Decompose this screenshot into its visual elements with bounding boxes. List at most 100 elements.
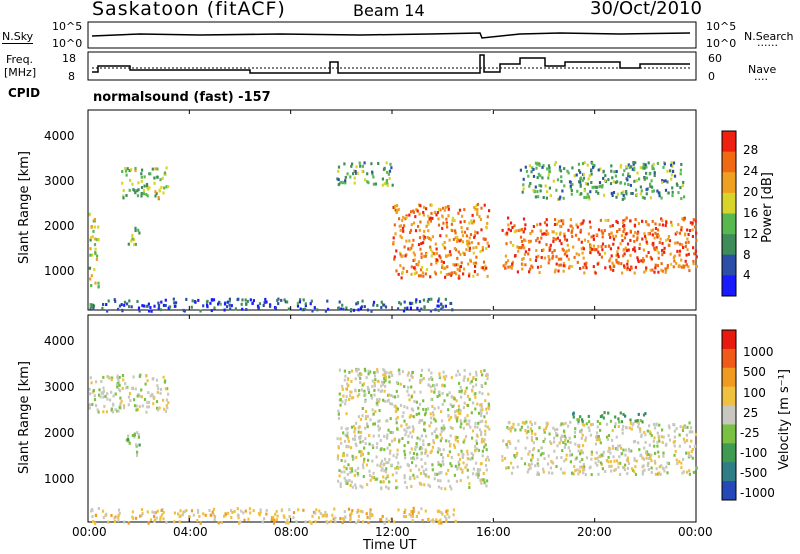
data-cell	[592, 244, 595, 248]
data-cell	[383, 166, 386, 170]
data-cell	[392, 240, 395, 244]
data-cell	[379, 448, 382, 452]
data-cell	[590, 181, 593, 184]
data-cell	[555, 188, 558, 192]
data-cell	[102, 375, 105, 379]
data-cell	[355, 302, 358, 306]
data-cell	[487, 402, 490, 406]
data-cell	[591, 247, 594, 251]
data-cell	[420, 255, 423, 259]
data-cell	[356, 394, 359, 398]
data-cell	[372, 471, 375, 475]
data-cell	[456, 436, 459, 439]
data-cell	[430, 262, 433, 266]
data-cell	[173, 511, 176, 515]
data-cell	[140, 186, 144, 189]
data-cell	[141, 304, 144, 308]
data-cell	[427, 475, 430, 479]
data-cell	[516, 245, 519, 249]
data-cell	[345, 467, 348, 471]
vel-cbar-tick-m100: -100	[740, 446, 768, 460]
vel-cbar-tick-500: 500	[743, 365, 766, 379]
data-cell	[559, 467, 563, 471]
data-cell	[340, 307, 343, 311]
data-cell	[600, 255, 603, 259]
data-cell	[670, 173, 673, 177]
data-cell	[604, 218, 607, 222]
data-cell	[685, 433, 688, 437]
data-cell	[98, 388, 101, 392]
data-cell	[520, 246, 523, 250]
data-cell	[419, 482, 422, 486]
data-cell	[478, 468, 482, 472]
data-cell	[564, 438, 567, 442]
data-cell	[412, 221, 416, 225]
data-cell	[448, 272, 451, 276]
data-cell	[670, 223, 673, 227]
data-cell	[453, 263, 456, 267]
data-cell	[433, 210, 436, 214]
data-cell	[337, 412, 340, 416]
data-cell	[623, 468, 626, 472]
data-cell	[377, 388, 380, 392]
data-cell	[609, 257, 612, 261]
data-cell	[553, 223, 557, 226]
data-cell	[135, 453, 139, 457]
data-cell	[142, 188, 146, 192]
data-cell	[691, 228, 694, 232]
data-cell	[619, 473, 622, 476]
data-cell	[603, 229, 606, 232]
data-cell	[688, 445, 692, 449]
data-cell	[238, 521, 241, 525]
data-cell	[475, 255, 478, 259]
data-cell	[599, 422, 602, 426]
nave-tick-bottom: 0	[708, 70, 715, 83]
freq-tick-bottom: 8	[68, 70, 75, 83]
data-cell	[623, 196, 626, 200]
data-cell	[350, 511, 353, 515]
data-cell	[133, 243, 136, 247]
data-cell	[525, 431, 528, 435]
data-cell	[562, 422, 565, 426]
data-cell	[361, 383, 364, 387]
data-cell	[162, 511, 165, 514]
data-cell	[417, 406, 420, 410]
data-cell	[339, 517, 342, 520]
data-cell	[507, 227, 510, 231]
data-cell	[128, 305, 131, 309]
data-cell	[532, 174, 536, 178]
data-cell	[502, 264, 505, 268]
data-cell	[602, 454, 605, 458]
data-cell	[299, 298, 302, 302]
data-cell	[577, 472, 580, 476]
data-cell	[624, 218, 627, 222]
data-cell	[621, 428, 624, 432]
data-cell	[688, 421, 691, 425]
data-cell	[395, 380, 399, 384]
data-cell	[642, 470, 645, 473]
data-cell	[599, 428, 602, 432]
data-cell	[587, 426, 590, 430]
data-cell	[599, 184, 602, 188]
data-cell	[664, 267, 667, 271]
data-cell	[437, 217, 440, 221]
data-cell	[484, 429, 487, 433]
data-cell	[628, 268, 631, 272]
colorbar-swatch	[722, 131, 736, 153]
data-cell	[431, 518, 434, 522]
data-cell	[367, 388, 370, 392]
data-cell	[456, 369, 460, 373]
data-cell	[140, 395, 143, 399]
data-cell	[140, 194, 143, 198]
data-cell	[633, 457, 636, 461]
data-cell	[581, 419, 584, 423]
data-cell	[691, 430, 694, 434]
data-cell	[95, 380, 98, 384]
data-cell	[121, 309, 124, 313]
data-cell	[365, 512, 368, 516]
data-cell	[479, 462, 482, 466]
data-cell	[478, 390, 481, 394]
data-cell	[149, 172, 152, 176]
data-cell	[456, 267, 459, 271]
data-cell	[416, 475, 419, 479]
